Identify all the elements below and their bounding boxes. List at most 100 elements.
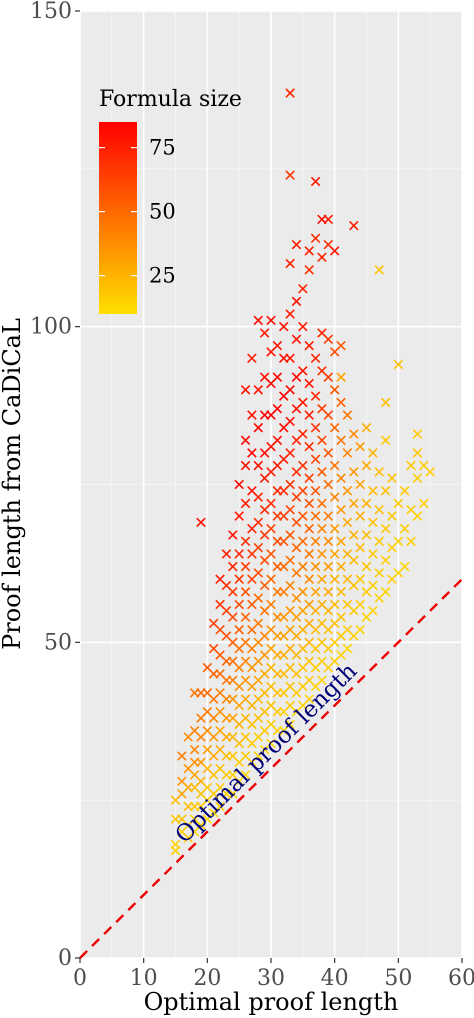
data-point — [253, 568, 264, 578]
data-point — [298, 536, 308, 547]
data-point — [342, 410, 353, 420]
data-point — [304, 574, 314, 584]
data-point — [310, 536, 321, 547]
data-point — [361, 422, 372, 433]
data-point — [349, 530, 359, 540]
x-tick-label: 40 — [321, 966, 349, 991]
data-point — [285, 385, 295, 395]
data-point — [355, 574, 365, 584]
data-point — [317, 549, 327, 559]
data-point — [368, 606, 378, 616]
data-point — [266, 315, 276, 326]
data-point — [317, 498, 327, 509]
data-point — [336, 536, 346, 547]
data-point — [336, 587, 346, 597]
data-point — [329, 460, 340, 471]
x-tick-label: 0 — [73, 966, 87, 991]
data-point — [259, 328, 270, 338]
data-point — [317, 523, 327, 534]
data-point — [240, 498, 251, 509]
data-point — [240, 770, 251, 780]
data-point — [380, 397, 391, 408]
data-point — [285, 353, 295, 363]
data-point — [323, 536, 334, 547]
data-point — [240, 460, 251, 471]
data-point — [291, 334, 302, 345]
data-point — [253, 593, 264, 603]
data-point — [234, 624, 244, 635]
data-point — [310, 422, 321, 433]
data-point — [240, 561, 251, 572]
data-point — [304, 340, 314, 351]
data-point — [336, 504, 346, 515]
data-point — [266, 549, 276, 559]
data-point — [323, 372, 334, 382]
y-axis-ticks: 0 50 100 150 — [30, 0, 80, 971]
data-point — [304, 473, 314, 483]
data-point — [374, 467, 384, 477]
data-point — [399, 561, 410, 572]
data-point — [393, 536, 404, 547]
data-point — [304, 694, 314, 704]
data-point — [412, 448, 423, 458]
data-point — [336, 340, 346, 351]
data-point — [298, 561, 308, 572]
data-point — [247, 448, 257, 458]
data-point — [285, 719, 295, 730]
data-point — [278, 321, 289, 332]
data-point — [412, 473, 423, 483]
data-point — [228, 587, 238, 597]
data-point — [304, 265, 314, 275]
legend-colorbar — [99, 122, 137, 314]
data-point — [374, 265, 384, 275]
data-point — [285, 88, 295, 98]
data-point — [342, 517, 353, 528]
data-point — [329, 246, 340, 256]
data-point — [189, 744, 200, 755]
data-point — [266, 523, 276, 534]
data-point — [323, 479, 334, 490]
data-point — [253, 422, 264, 433]
data-point — [310, 233, 321, 244]
data-point — [310, 587, 321, 597]
data-point — [380, 435, 391, 446]
legend-label: 75 — [149, 136, 176, 160]
data-point — [342, 486, 353, 496]
data-point — [329, 599, 340, 610]
data-point — [329, 574, 340, 584]
data-point — [234, 511, 244, 521]
data-point — [374, 536, 384, 547]
legend: Formula size 25 50 75 — [99, 87, 242, 314]
data-point — [285, 258, 295, 269]
data-point — [361, 460, 372, 471]
data-point — [317, 252, 327, 262]
data-point — [221, 549, 232, 559]
data-point — [317, 435, 327, 446]
data-point — [266, 574, 276, 584]
legend-label: 50 — [149, 200, 176, 224]
data-point — [317, 675, 327, 685]
data-point — [298, 429, 308, 439]
data-point — [336, 435, 346, 446]
data-point — [387, 473, 397, 483]
data-point — [323, 448, 334, 458]
data-point — [355, 511, 365, 521]
data-point — [253, 542, 264, 553]
data-point — [336, 372, 346, 382]
data-points — [170, 88, 435, 856]
data-point — [285, 309, 295, 319]
data-point — [310, 454, 321, 465]
x-tick-label: 20 — [193, 966, 221, 991]
data-point — [329, 523, 340, 534]
data-point — [234, 599, 244, 610]
data-point — [349, 555, 359, 566]
data-point — [349, 429, 359, 439]
data-point — [285, 580, 295, 591]
data-point — [196, 517, 206, 528]
data-point — [285, 555, 295, 566]
data-point — [310, 511, 321, 521]
data-point — [323, 334, 334, 345]
data-point — [355, 479, 365, 490]
data-point — [291, 296, 302, 307]
data-point — [240, 612, 251, 622]
